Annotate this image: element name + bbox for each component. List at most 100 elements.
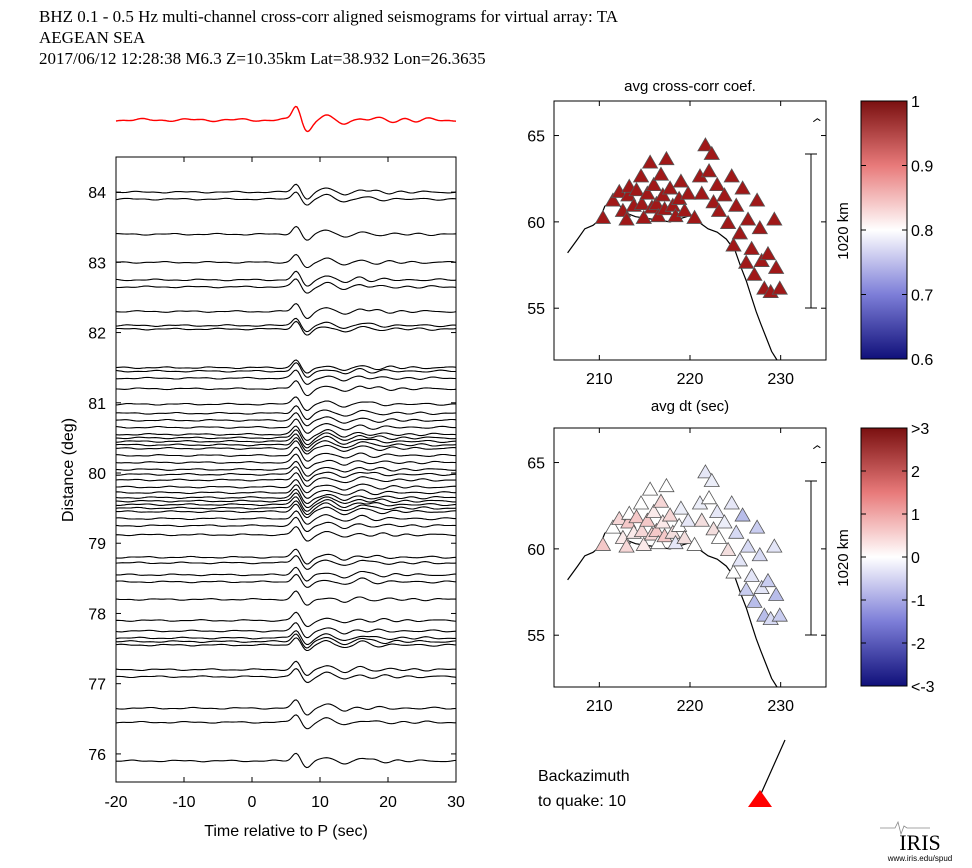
map-y-tick-label: 65 (527, 456, 545, 473)
header-line-3: 2017/06/12 12:28:38 M6.3 Z=10.35km Lat=3… (39, 49, 486, 68)
map-x-tick-label: 210 (586, 371, 613, 388)
seismogram-trace (115, 611, 457, 628)
coastline-path (813, 445, 821, 450)
station-triangle (658, 150, 675, 166)
station-triangle (633, 195, 651, 211)
colorbar-tick-label: 1 (911, 94, 920, 111)
station-triangle (709, 176, 726, 192)
station-triangle (604, 192, 622, 207)
station-triangle (771, 280, 788, 295)
colorbar-tick-label: 0.6 (911, 352, 933, 369)
seismogram-trace (115, 548, 457, 565)
seismogram-trace (115, 472, 457, 487)
station-triangle (759, 572, 777, 588)
station-triangle (654, 514, 671, 529)
station-triangle (679, 185, 697, 200)
seismogram-trace (116, 253, 457, 269)
station-triangle (766, 538, 783, 553)
header-line-2: AEGEAN SEA (39, 28, 146, 47)
y-tick-label: 80 (88, 466, 106, 483)
station-triangle (738, 254, 755, 269)
seismogram-trace (116, 503, 456, 519)
station-triangle (697, 464, 714, 479)
station-triangle (728, 524, 745, 539)
seismogram-trace (115, 359, 457, 374)
station-triangle (686, 536, 703, 551)
y-tick-label: 82 (88, 326, 106, 343)
station-triangle (743, 240, 760, 255)
seismogram-trace (115, 317, 457, 333)
seismogram-trace (116, 566, 456, 582)
seismogram-trace (115, 270, 457, 287)
station-triangle (676, 202, 693, 217)
seismogram-traces (115, 183, 457, 769)
seismogram-trace (115, 191, 457, 206)
station-triangle (710, 529, 728, 544)
station-triangle (748, 192, 766, 207)
avg-dt-stations (594, 464, 788, 626)
station-triangle (658, 477, 675, 493)
seismogram-trace (115, 302, 457, 319)
station-triangle (652, 166, 670, 181)
station-triangle (604, 519, 622, 534)
station-triangle (639, 512, 656, 527)
station-triangle (759, 245, 777, 261)
station-triangle (719, 541, 737, 556)
seismogram-trace (115, 362, 456, 378)
station-triangle (746, 593, 763, 608)
station-triangle (716, 187, 733, 202)
map-y-tick-label: 60 (527, 215, 545, 232)
colorbar-tick-label: <-3 (911, 679, 935, 696)
backazimuth-indicator: Backazimuth to quake: 10 (538, 739, 786, 810)
x-tick-label: -20 (104, 794, 127, 811)
seismogram-trace (116, 225, 457, 241)
record-section-frame (115, 156, 457, 783)
seismogram-trace (115, 412, 457, 427)
colorbar-tick-label: 1 (911, 507, 920, 524)
station-triangle (672, 173, 690, 188)
station-triangle (648, 522, 665, 537)
cross-corr-scale-bar: 1020 km (805, 153, 852, 309)
station-triangle (632, 495, 650, 510)
avg-dt-scale-bar: 1020 km (805, 480, 852, 636)
map-y-tick-label: 55 (527, 301, 545, 318)
station-triangle (635, 209, 652, 224)
station-triangle (664, 524, 681, 539)
seismogram-trace (115, 436, 457, 452)
station-triangle (654, 187, 671, 202)
station-triangle (650, 207, 667, 223)
station-triangle (753, 252, 770, 267)
seismogram-trace (115, 396, 456, 411)
station-triangle (676, 529, 693, 544)
map-x-tick-label: 210 (586, 698, 613, 715)
station-triangle (632, 168, 650, 183)
station-triangle (725, 237, 742, 252)
map-x-tick-label: 220 (677, 371, 704, 388)
map-y-tick-label: 65 (527, 129, 545, 146)
seismogram-trace (115, 369, 457, 385)
y-tick-label: 77 (88, 677, 106, 694)
station-triangle (731, 552, 749, 567)
record-section-xlabel: Time relative to P (sec) (204, 823, 368, 840)
seismogram-trace (115, 554, 457, 570)
seismogram-trace (115, 590, 456, 606)
seismogram-trace (116, 466, 456, 482)
map-x-tick-label: 230 (767, 698, 794, 715)
record-section-plot: -20 -10 0 10 20 30 76 77 78 79 80 81 82 83 84 Time rel… (60, 156, 465, 840)
cross-corr-map-frame (553, 100, 827, 361)
seismogram-trace (116, 429, 457, 446)
seismogram-trace (115, 516, 457, 532)
iris-logo: IRIS www.iris.edu/spud (880, 820, 952, 863)
seismogram-trace (115, 660, 456, 676)
map-x-tick-label: 230 (767, 371, 794, 388)
station-triangle (739, 538, 757, 553)
station-triangle (703, 472, 720, 487)
station-triangle (743, 567, 760, 582)
cross-corr-stations (594, 137, 788, 299)
y-tick-label: 84 (88, 185, 106, 202)
cross-corr-map: avg cross-corr coef. 210 220 230 55 60 65 102… (527, 78, 933, 388)
station-triangle (618, 211, 635, 226)
station-triangle (672, 500, 690, 515)
station-triangle (734, 180, 751, 195)
seismogram-trace (115, 630, 456, 646)
